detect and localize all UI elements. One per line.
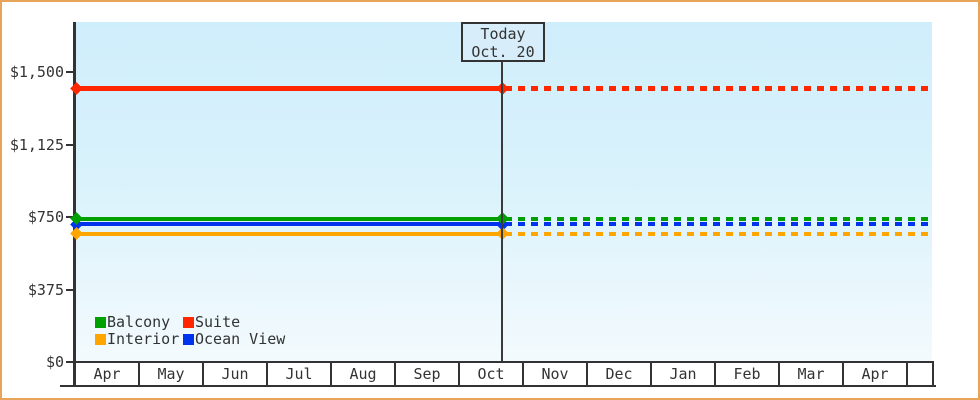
x-axis-month-nov: Nov — [524, 363, 588, 386]
legend-label: Suite — [195, 313, 241, 331]
legend-label: Interior — [107, 330, 180, 348]
x-axis-month-oct: Oct — [460, 363, 524, 386]
y-axis-label: $0 — [45, 353, 64, 371]
x-axis-month-jun: Jun — [204, 363, 268, 386]
y-axis-tick — [66, 361, 74, 363]
series-line-dotted-suite — [505, 86, 932, 92]
legend-swatch-icon — [95, 334, 106, 345]
series-line-dotted-balcony — [505, 216, 932, 221]
legend-item-suite: Suite — [183, 313, 241, 331]
series-line-solid-interior — [76, 231, 502, 236]
y-axis-line — [73, 22, 76, 387]
today-marker-line — [501, 61, 503, 362]
x-axis-bottom-line — [60, 385, 936, 387]
series-line-solid-ocean-view — [76, 222, 502, 227]
x-axis-month-dec: Dec — [588, 363, 652, 386]
y-axis-label: $375 — [27, 280, 64, 299]
y-axis-label: $750 — [27, 208, 64, 227]
legend-swatch-icon — [183, 317, 194, 328]
plot-area — [76, 22, 932, 362]
x-axis-month-jul: Jul — [268, 363, 332, 386]
x-axis-month-may: May — [140, 363, 204, 386]
legend-item-ocean-view: Ocean View — [183, 330, 286, 348]
legend-label: Balcony — [107, 313, 171, 331]
legend-item-interior: Interior — [95, 330, 180, 348]
y-axis-label: $1,125 — [9, 135, 64, 154]
x-axis-month-jan: Jan — [652, 363, 716, 386]
x-axis-month-feb: Feb — [716, 363, 780, 386]
today-date: Oct. 20 — [471, 43, 535, 61]
x-axis-month-sep: Sep — [396, 363, 460, 386]
x-axis-month-aug: Aug — [332, 363, 396, 386]
y-axis-tick — [66, 288, 74, 291]
x-axis-month-row: Apr May Jun Jul Aug Sep Oct Nov Dec Jan Feb Mar Apr — [76, 361, 934, 386]
legend-swatch-icon — [95, 317, 106, 328]
legend-swatch-icon — [183, 334, 194, 345]
today-label: Today — [480, 25, 526, 43]
today-annotation-box: Today Oct. 20 — [461, 22, 545, 62]
series-line-solid-suite — [76, 86, 502, 92]
y-axis-tick — [66, 71, 74, 74]
x-axis-month-apr: Apr — [844, 363, 908, 386]
x-axis-month-mar: Mar — [780, 363, 844, 386]
series-line-dotted-ocean-view — [505, 222, 932, 227]
x-axis-month-apr: Apr — [76, 363, 140, 386]
y-axis-label: $1,500 — [9, 63, 64, 82]
series-line-dotted-interior — [505, 231, 932, 236]
legend-item-balcony: Balcony — [95, 313, 171, 331]
y-axis-tick — [66, 143, 74, 146]
series-line-solid-balcony — [76, 216, 502, 221]
x-axis-filler-cell — [908, 363, 934, 386]
legend-label: Ocean View — [195, 330, 286, 348]
